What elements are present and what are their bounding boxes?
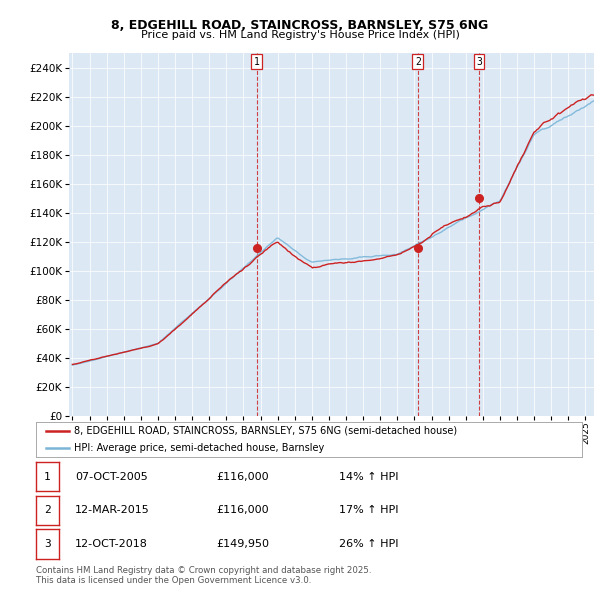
Text: 3: 3	[476, 57, 482, 67]
Text: 26% ↑ HPI: 26% ↑ HPI	[339, 539, 398, 549]
Text: 14% ↑ HPI: 14% ↑ HPI	[339, 472, 398, 481]
Text: Contains HM Land Registry data © Crown copyright and database right 2025.: Contains HM Land Registry data © Crown c…	[36, 566, 371, 575]
Text: HPI: Average price, semi-detached house, Barnsley: HPI: Average price, semi-detached house,…	[74, 444, 325, 453]
Text: 8, EDGEHILL ROAD, STAINCROSS, BARNSLEY, S75 6NG (semi-detached house): 8, EDGEHILL ROAD, STAINCROSS, BARNSLEY, …	[74, 426, 457, 435]
Text: 1: 1	[44, 472, 51, 481]
Text: 2: 2	[415, 57, 421, 67]
Text: 07-OCT-2005: 07-OCT-2005	[75, 472, 148, 481]
Text: Price paid vs. HM Land Registry's House Price Index (HPI): Price paid vs. HM Land Registry's House …	[140, 30, 460, 40]
Text: £116,000: £116,000	[216, 472, 269, 481]
Text: 3: 3	[44, 539, 51, 549]
Text: £116,000: £116,000	[216, 506, 269, 515]
Text: This data is licensed under the Open Government Licence v3.0.: This data is licensed under the Open Gov…	[36, 576, 311, 585]
Text: 17% ↑ HPI: 17% ↑ HPI	[339, 506, 398, 515]
Text: 12-OCT-2018: 12-OCT-2018	[75, 539, 148, 549]
Text: £149,950: £149,950	[216, 539, 269, 549]
Text: 2: 2	[44, 506, 51, 515]
Text: 8, EDGEHILL ROAD, STAINCROSS, BARNSLEY, S75 6NG: 8, EDGEHILL ROAD, STAINCROSS, BARNSLEY, …	[112, 19, 488, 32]
Text: 12-MAR-2015: 12-MAR-2015	[75, 506, 150, 515]
Text: 1: 1	[254, 57, 260, 67]
